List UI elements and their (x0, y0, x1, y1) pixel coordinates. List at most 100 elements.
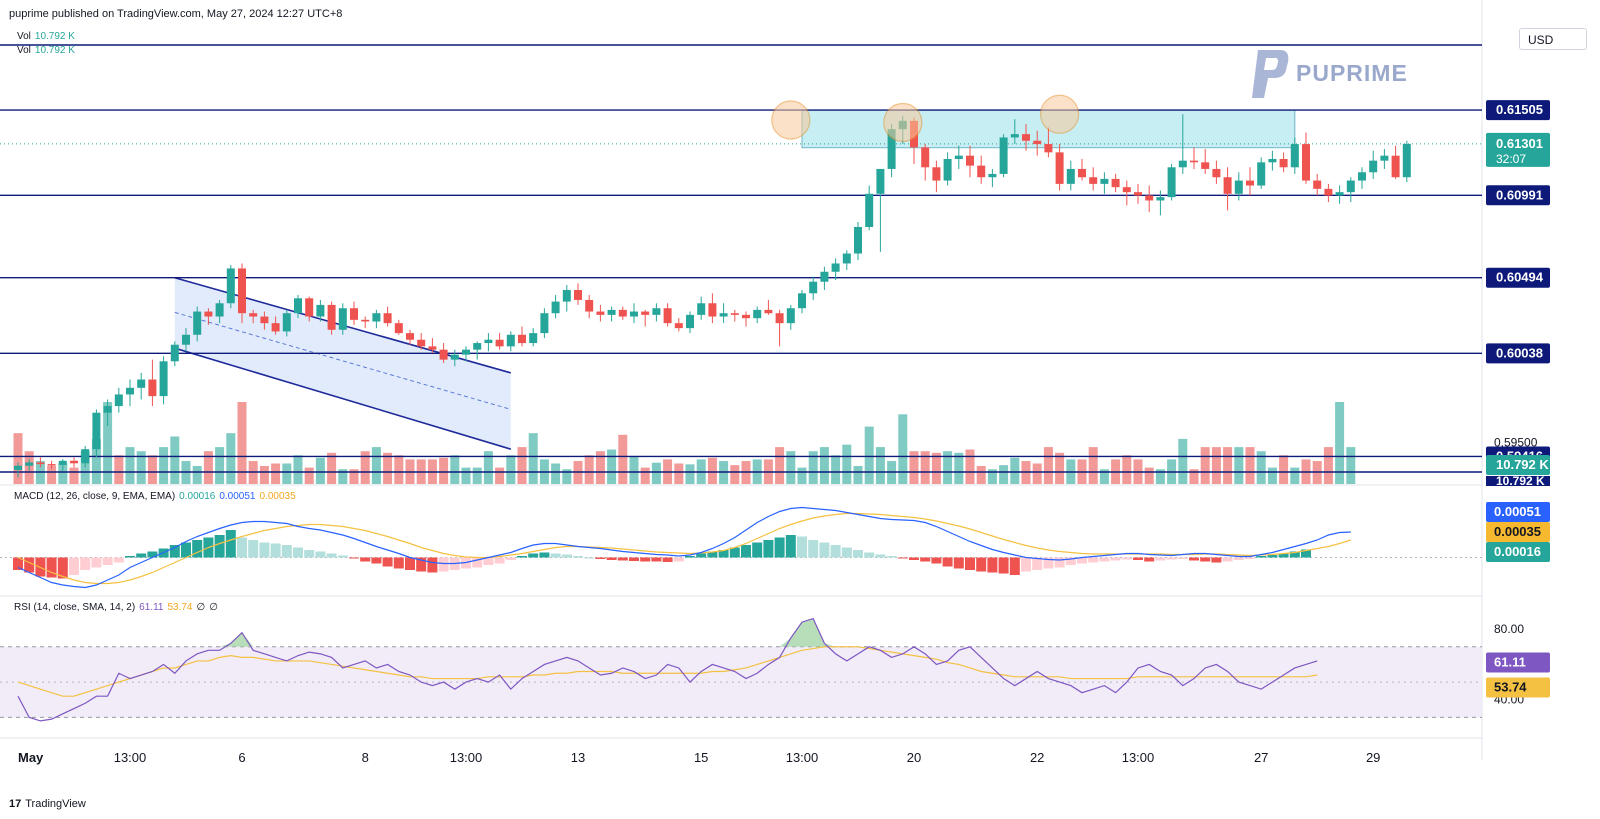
volume-bar (338, 469, 348, 484)
candle-body (439, 349, 448, 360)
volume-bar (215, 447, 225, 484)
volume-bar (797, 467, 807, 484)
macd-hist-bar (920, 557, 931, 562)
rsi-params: RSI (14, close, SMA, 14, 2) (14, 602, 136, 613)
volume-bar (1155, 469, 1165, 484)
macd-hist-bar (931, 557, 942, 564)
candle-body (1324, 188, 1333, 196)
macd-hist-bar (483, 557, 494, 565)
macd-hist-bar (1009, 557, 1020, 575)
macd-hist-bar (1099, 557, 1110, 562)
macd-hist-bar (1189, 557, 1199, 561)
volume-bar (170, 436, 180, 484)
level-label: 0.60038 (1496, 345, 1543, 360)
candle-body (1346, 180, 1355, 193)
macd-hist-bar (696, 553, 707, 558)
macd-hist-bar (886, 556, 897, 558)
macd-hist-bar (1278, 553, 1289, 558)
candle-body (1033, 140, 1042, 145)
candle-body (126, 387, 134, 395)
level-label: 0.61505 (1496, 102, 1543, 117)
macd-hist-bar (942, 557, 953, 567)
macd-legend: MACD (12, 26, close, 9, EMA, EMA) 0.00016… (14, 491, 296, 502)
macd-hist-bar (1245, 557, 1255, 559)
candle-body (708, 303, 717, 317)
volume-bar (1223, 447, 1233, 484)
macd-hist-bar (382, 557, 393, 567)
time-axis-label: 13:00 (114, 750, 147, 765)
rsi-badge-bg (1486, 652, 1550, 673)
candle-body (719, 313, 728, 317)
candle-body (641, 311, 650, 315)
macd-hist-bar (270, 543, 281, 558)
volume-bar (360, 451, 370, 484)
candle-body (618, 309, 627, 317)
volume-bar (1144, 467, 1154, 484)
candle-body (988, 173, 997, 178)
candle-body (1100, 178, 1109, 184)
macd-hist-bar (1289, 551, 1300, 558)
macd-hist-bar (13, 557, 23, 570)
volume-bar (640, 467, 650, 484)
volume-bar (562, 469, 572, 484)
time-axis-label: 29 (1366, 750, 1380, 765)
volume-bar (1256, 451, 1266, 484)
macd-hist-bar (1200, 557, 1211, 562)
volume-legend-label: Vol (17, 31, 31, 42)
volume-bar (551, 463, 561, 484)
highlight-circle (883, 102, 923, 143)
volume-bar (159, 447, 169, 484)
tradingview-footer[interactable]: 17 TradingView (9, 798, 86, 810)
volume-bar (304, 467, 314, 484)
macd-hist-bar (561, 554, 572, 558)
macd-hist-bar (259, 542, 270, 558)
candle-body (1402, 143, 1411, 178)
volume-bar (965, 449, 975, 484)
macd-hist-bar (629, 557, 639, 561)
candle-body (58, 460, 67, 465)
volume-bar (1178, 438, 1188, 484)
volume-badge-label-2: 10.792 K (1496, 474, 1545, 488)
candle-body (260, 316, 269, 324)
macd-hist-bar (214, 535, 225, 558)
rsi-tick-label: 80.00 (1494, 622, 1524, 636)
currency-selector[interactable]: USD (1519, 28, 1587, 50)
macd-hist-bar (472, 557, 483, 568)
candle-body (686, 314, 694, 329)
macd-hist-bar (1054, 557, 1065, 568)
volume-bar (147, 455, 157, 484)
volume-badge-2-bg (1486, 476, 1550, 486)
volume-bar (1323, 447, 1333, 484)
volume-bar (282, 463, 292, 484)
volume-bar (831, 455, 841, 484)
candle-body (1223, 177, 1232, 194)
macd-hist-bar (595, 557, 606, 559)
macd-hist-bar (718, 550, 729, 558)
candle-body (25, 462, 34, 466)
candle-body (484, 339, 493, 344)
candle-body (1167, 167, 1176, 198)
candle-body (1122, 187, 1131, 193)
candle-body (1201, 162, 1210, 169)
candle-body (786, 308, 795, 324)
volume-bar (1211, 447, 1221, 484)
volume-badge-label: 10.792 K (1496, 457, 1549, 472)
candle-body (1190, 160, 1198, 163)
volume-bar (730, 465, 740, 484)
candle-body (327, 304, 336, 330)
macd-hist-bar (897, 557, 908, 559)
volume-badge-bg (1486, 455, 1550, 475)
candle-body (383, 313, 392, 324)
time-axis-label: 27 (1254, 750, 1268, 765)
macd-hist-bar (505, 557, 516, 560)
volume-bar (394, 455, 404, 484)
volume-bar (450, 455, 460, 484)
volume-bar (461, 467, 471, 484)
volume-bar (1234, 447, 1244, 484)
candle-body (999, 137, 1008, 174)
volume-bar (920, 451, 930, 484)
candle-body (630, 311, 638, 317)
macd-hist-bar (1133, 557, 1143, 560)
volume-bar (651, 462, 661, 484)
